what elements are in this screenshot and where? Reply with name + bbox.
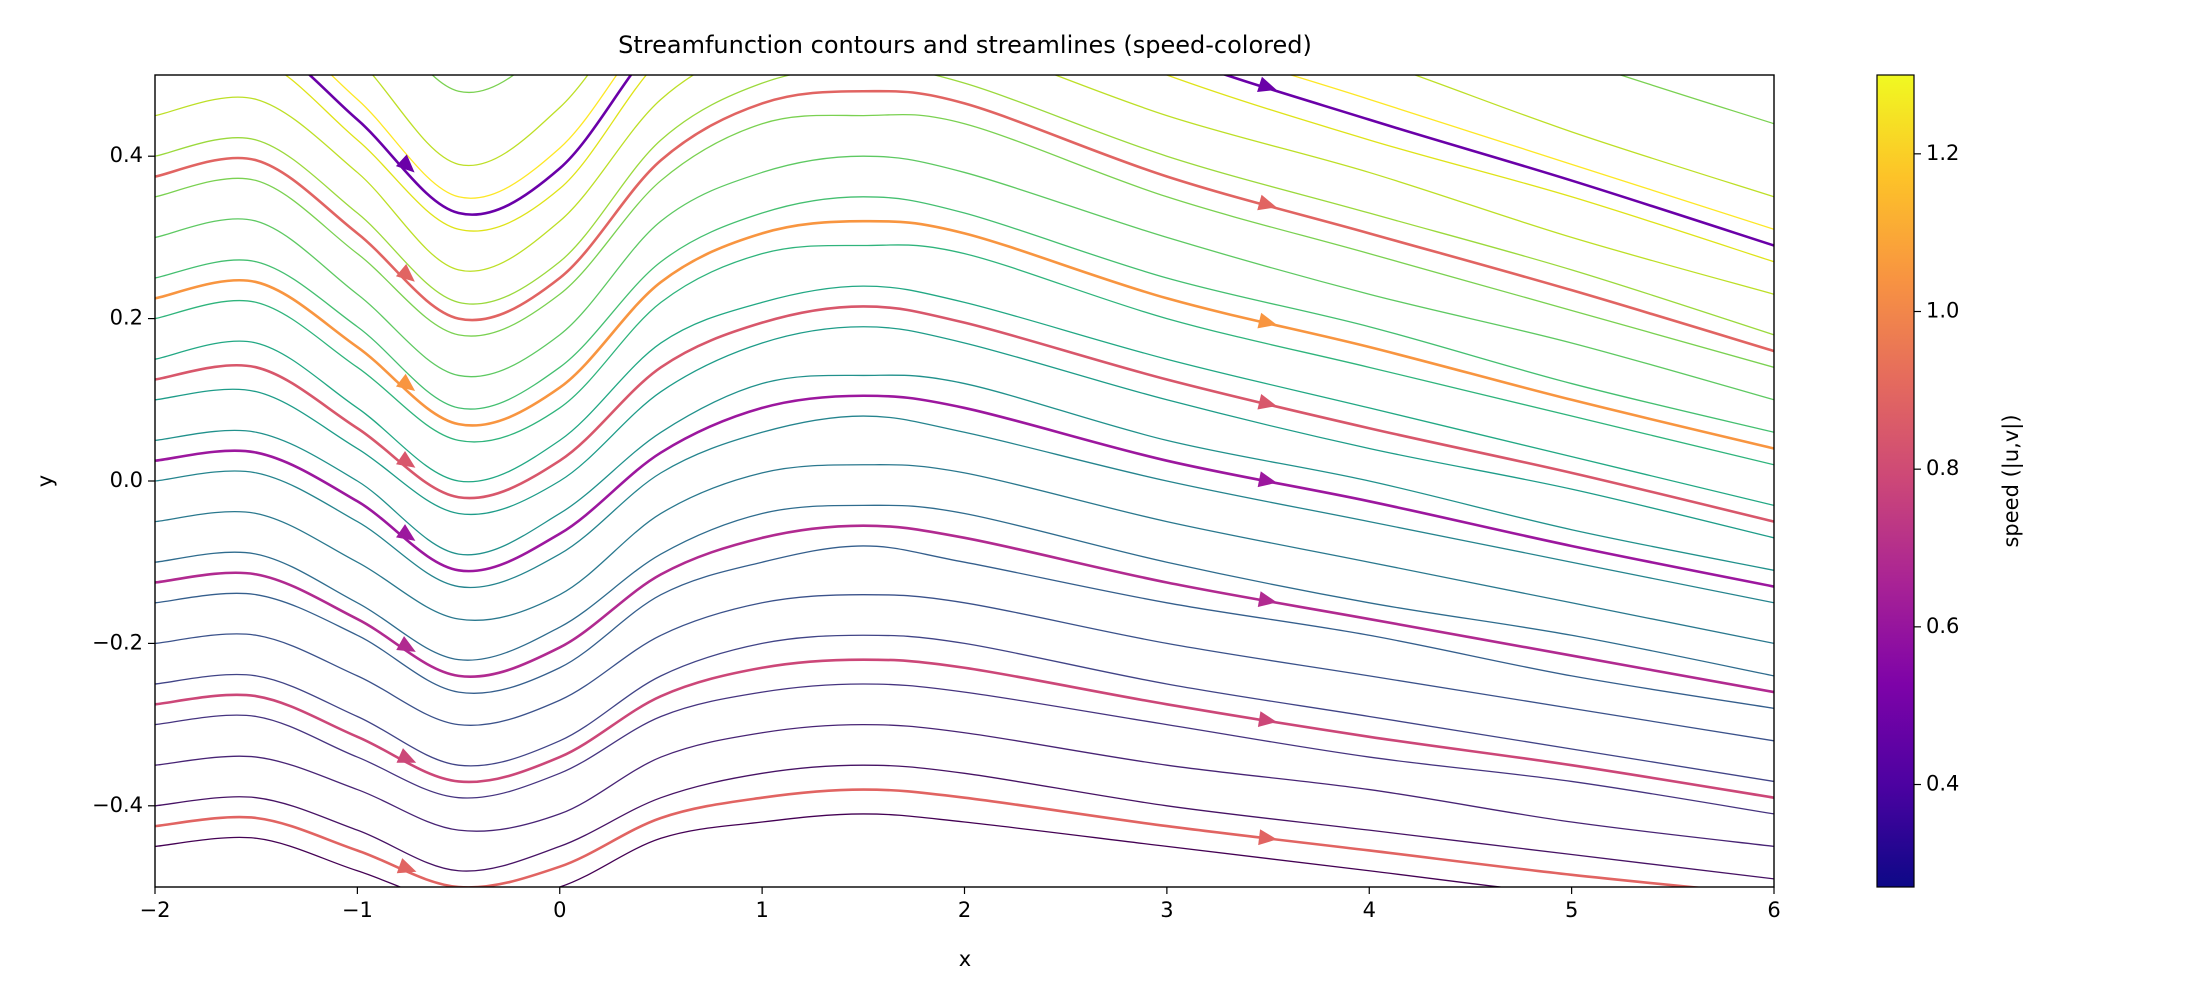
- x-tick-label: 5: [1565, 898, 1578, 922]
- y-tick-label: 0.2: [110, 306, 143, 330]
- y-tick-label: 0.4: [110, 143, 143, 167]
- contour-line: [155, 545, 1774, 710]
- flow-arrow: [396, 636, 416, 652]
- flow-arrow: [396, 858, 417, 874]
- colorbar: [1876, 74, 1915, 888]
- flow-arrow: [1257, 393, 1277, 410]
- flow-arrow: [1257, 591, 1277, 608]
- contour-line: [155, 764, 1774, 880]
- x-tick-label: 4: [1363, 898, 1376, 922]
- contour-line: [431, 75, 1774, 125]
- streamline: [155, 305, 1774, 523]
- y-tick-label: 0.0: [110, 468, 143, 492]
- flow-arrow: [396, 451, 416, 468]
- x-tick-label: 3: [1160, 898, 1173, 922]
- flow-arrow: [396, 748, 417, 763]
- contour-line: [155, 75, 1774, 263]
- flow-arrow: [1257, 711, 1277, 728]
- flow-arrow: [396, 524, 416, 541]
- flow-arrow: [1257, 312, 1277, 329]
- streamline: [155, 658, 1774, 799]
- x-tick-label: 2: [958, 898, 971, 922]
- contour-line: [155, 326, 1774, 539]
- streamline: [307, 75, 1774, 247]
- y-tick-label: −0.4: [92, 793, 143, 817]
- contour-line: [155, 155, 1774, 401]
- flow-arrow: [395, 154, 415, 173]
- contour-line: [155, 113, 1774, 368]
- contour-line: [155, 374, 1774, 571]
- contour-line: [155, 415, 1774, 604]
- colorbar-tick-label: 1.2: [1926, 141, 1959, 165]
- flow-arrow: [395, 373, 416, 392]
- flow-arrow: [1257, 471, 1277, 488]
- contour-line: [155, 683, 1774, 815]
- colorbar-label: speed (|u,v|): [1999, 414, 2024, 547]
- streamline: [155, 219, 1774, 450]
- contour-line: [155, 75, 1774, 295]
- x-tick-label: −2: [140, 898, 171, 922]
- contour-line: [155, 285, 1774, 506]
- y-tick-label: −0.2: [92, 630, 143, 654]
- chart-title: Streamfunction contours and streamlines …: [618, 31, 1312, 59]
- x-tick-label: 6: [1767, 898, 1780, 922]
- colorbar-tick-label: 0.8: [1926, 456, 1959, 480]
- x-axis-label: x: [959, 947, 971, 971]
- contour-line: [155, 75, 1774, 336]
- colorbar-tick-label: 0.4: [1926, 772, 1959, 796]
- colorbar-tick-label: 0.6: [1926, 614, 1959, 638]
- x-tick-label: 0: [553, 898, 566, 922]
- streamline: [155, 788, 1705, 887]
- contour-line: [155, 813, 1505, 887]
- x-tick-label: 1: [755, 898, 768, 922]
- streamline: [155, 524, 1774, 694]
- streamline: [155, 394, 1774, 588]
- contour-line: [155, 634, 1774, 783]
- contour-line: [155, 723, 1774, 848]
- y-axis-label: y: [33, 475, 57, 487]
- plot-area: [155, 75, 1774, 887]
- contour-line: [155, 464, 1774, 645]
- contour-line: [330, 75, 1774, 230]
- contour-line: [155, 244, 1774, 466]
- flow-arrow: [1257, 76, 1277, 93]
- contour-line: [155, 196, 1774, 433]
- flow-arrow: [395, 264, 415, 282]
- flow-arrow: [1257, 194, 1277, 211]
- contour-line: [155, 504, 1774, 677]
- contour-line: [155, 594, 1774, 742]
- streamline: [155, 89, 1774, 353]
- colorbar-tick-label: 1.0: [1926, 299, 1959, 323]
- flow-arrow: [1258, 829, 1277, 846]
- x-tick-label: −1: [342, 898, 373, 922]
